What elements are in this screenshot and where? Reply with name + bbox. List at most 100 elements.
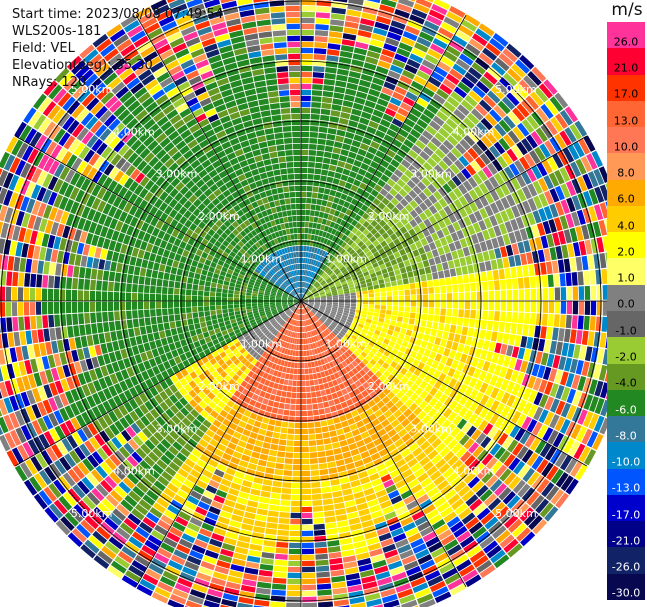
range-gate (305, 307, 310, 312)
range-gate (311, 247, 316, 253)
range-gate (462, 180, 473, 192)
range-gate (462, 274, 470, 284)
range-gate (303, 350, 307, 357)
range-gate (323, 266, 329, 272)
range-gate (427, 367, 436, 377)
range-gate (448, 202, 458, 213)
range-gate (370, 337, 377, 344)
range-gate (374, 296, 381, 301)
range-gate (318, 310, 324, 314)
range-gate (526, 491, 540, 506)
range-gate (312, 308, 318, 313)
range-gate (273, 426, 281, 433)
range-gate (331, 581, 347, 589)
range-gate (511, 278, 518, 290)
range-gate (320, 114, 330, 122)
range-gate (366, 536, 380, 546)
range-gate (383, 378, 392, 387)
range-gate (188, 324, 195, 331)
range-gate (485, 131, 498, 145)
range-gate (366, 224, 374, 232)
range-gate (301, 197, 306, 204)
range-gate (324, 516, 336, 523)
range-gate (366, 315, 373, 320)
range-gate (348, 232, 355, 239)
range-gate (293, 446, 301, 453)
range-gate (308, 155, 316, 162)
range-gate (386, 128, 397, 138)
range-gate (534, 237, 543, 250)
range-gate (338, 117, 349, 126)
range-gate (414, 587, 431, 599)
range-gate (388, 254, 396, 261)
range-gate (313, 379, 319, 386)
range-gate (434, 591, 452, 604)
range-gate (301, 179, 307, 186)
range-gate (254, 520, 266, 528)
range-gate (410, 175, 421, 185)
range-gate (107, 301, 114, 312)
range-gate (443, 511, 457, 523)
range-gate (400, 144, 411, 154)
range-gate (368, 44, 382, 54)
range-gate (402, 184, 412, 194)
range-gate (322, 282, 328, 287)
range-gate (340, 278, 346, 283)
range-gate (370, 228, 378, 236)
range-gate (260, 403, 268, 411)
range-gate (250, 488, 261, 496)
range-gate (464, 398, 474, 409)
range-gate (330, 256, 336, 263)
range-gate (473, 210, 483, 222)
range-gate (502, 48, 518, 63)
range-gate (474, 391, 484, 403)
range-gate (343, 27, 358, 35)
range-gate (455, 267, 463, 276)
range-gate (78, 313, 85, 325)
range-gate (312, 403, 319, 410)
range-gate (468, 458, 481, 471)
range-gate (347, 417, 356, 426)
range-gate (320, 302, 327, 304)
range-gate (36, 315, 43, 329)
range-gate (275, 420, 282, 427)
range-gate (366, 598, 383, 607)
range-gate (392, 474, 404, 484)
range-gate (419, 150, 430, 161)
range-gate (320, 257, 326, 263)
range-gate (487, 90, 501, 104)
range-gate (370, 272, 377, 278)
range-gate (333, 496, 344, 504)
range-gate (333, 372, 340, 379)
range-gate (179, 301, 186, 308)
range-gate (279, 505, 291, 512)
range-gate (249, 412, 258, 420)
range-gate (427, 48, 442, 60)
range-gate (358, 217, 366, 225)
range-gate (362, 581, 378, 590)
range-gate (336, 129, 346, 137)
range-gate (412, 447, 423, 457)
range-gate (465, 164, 477, 176)
range-gate (458, 195, 468, 207)
range-gate (436, 175, 447, 186)
range-gate (315, 229, 320, 236)
range-gate (327, 214, 334, 221)
range-gate (406, 133, 418, 144)
range-gate (271, 407, 279, 414)
range-gate (391, 285, 398, 292)
range-gate (245, 298, 252, 301)
range-gate (323, 344, 329, 351)
range-gate (354, 96, 366, 105)
range-gate (378, 366, 386, 374)
range-gate (308, 440, 317, 446)
range-gate (349, 286, 355, 291)
range-gate (397, 443, 408, 453)
range-gate (336, 204, 343, 212)
range-gate (462, 246, 471, 257)
range-gate (413, 406, 423, 416)
range-gate (372, 109, 384, 118)
range-gate (301, 308, 303, 315)
range-gate (433, 0, 451, 10)
range-gate (376, 193, 385, 202)
